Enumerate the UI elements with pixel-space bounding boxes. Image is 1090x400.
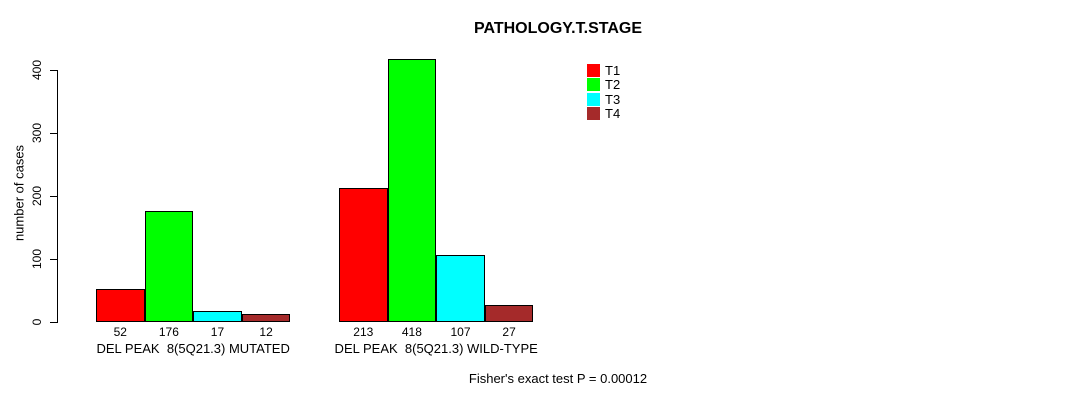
bar-value-label: 52 bbox=[113, 325, 127, 339]
y-axis-tick-label: 400 bbox=[30, 59, 44, 81]
bar-value-label: 176 bbox=[158, 325, 179, 339]
bar-value-label: 213 bbox=[353, 325, 374, 339]
legend-swatch-t3 bbox=[587, 92, 600, 106]
legend-item-t4: T4 bbox=[587, 105, 621, 121]
legend-swatch-t1 bbox=[587, 64, 600, 77]
legend-swatch-t2 bbox=[587, 78, 600, 92]
y-axis-tick-label: 0 bbox=[30, 318, 44, 326]
bar-value-label: 12 bbox=[259, 325, 273, 339]
legend-item-t1: T1 bbox=[587, 64, 620, 77]
y-axis-tick bbox=[50, 322, 57, 323]
bar-t3-group2 bbox=[436, 254, 485, 322]
bar-t2-group1 bbox=[144, 211, 194, 322]
group-label: DEL PEAK 8(5Q21.3) WILD-TYPE bbox=[334, 341, 538, 356]
legend-label: T1 bbox=[605, 63, 621, 78]
y-axis-tick-label: 100 bbox=[30, 248, 44, 270]
legend-item-t2: T2 bbox=[587, 77, 621, 93]
bar-value-label: 27 bbox=[502, 325, 516, 339]
y-axis-tick bbox=[50, 259, 57, 260]
legend-label: T3 bbox=[605, 91, 621, 107]
chart-title: PATHOLOGY.T.STAGE bbox=[473, 20, 643, 37]
bar-t2-group2 bbox=[387, 58, 437, 322]
legend-item-t3: T3 bbox=[587, 91, 621, 107]
y-axis-tick bbox=[50, 70, 57, 71]
bar-t1-group1 bbox=[96, 289, 145, 322]
bar-value-label: 17 bbox=[210, 325, 225, 339]
y-axis-title: number of cases bbox=[11, 144, 27, 242]
group-label: DEL PEAK 8(5Q21.3) MUTATED bbox=[96, 341, 290, 356]
y-axis-tick-label: 200 bbox=[30, 185, 44, 207]
y-axis-tick bbox=[50, 133, 57, 134]
legend-swatch-t4 bbox=[587, 106, 600, 120]
y-axis-tick bbox=[50, 196, 57, 197]
y-axis-line bbox=[57, 70, 58, 323]
bar-t3-group1 bbox=[193, 311, 242, 322]
bar-t1-group2 bbox=[339, 187, 388, 322]
bar-value-label: 107 bbox=[450, 325, 471, 339]
y-axis-tick-label: 300 bbox=[30, 122, 44, 144]
bar-t4-group2 bbox=[484, 304, 534, 322]
bar-t4-group1 bbox=[241, 314, 291, 322]
fisher-test-note: Fisher's exact test P = 0.00012 bbox=[468, 371, 648, 386]
bar-value-label: 418 bbox=[401, 325, 422, 339]
legend-label: T2 bbox=[605, 77, 621, 93]
legend-label: T4 bbox=[605, 105, 621, 121]
